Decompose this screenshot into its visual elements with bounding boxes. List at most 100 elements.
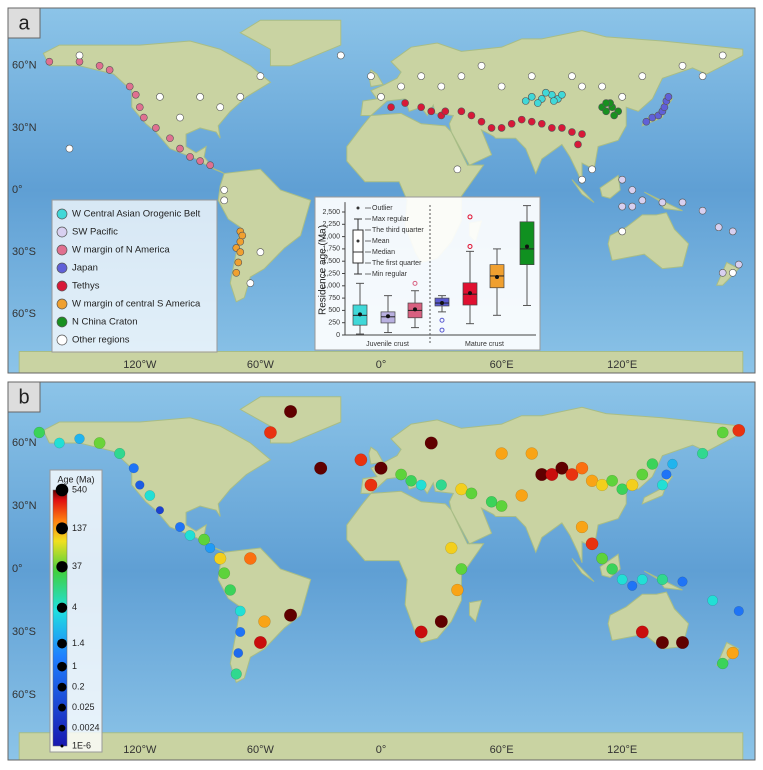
land [18,350,744,373]
y-tick-label: 1,500 [322,258,340,265]
site [236,237,245,246]
site [218,567,231,580]
site [578,175,586,184]
site [135,480,145,490]
colorbar-label: 1E-6 [72,740,91,750]
inset-bg [314,196,541,351]
colorbar-label: 137 [72,523,87,533]
site [658,198,667,207]
lat-label: 60°N [12,437,37,449]
lat-label: 0° [12,563,23,575]
key-outlier [356,206,360,210]
site [455,563,468,575]
site [457,72,466,80]
site [186,153,194,161]
mean [525,244,529,249]
site [598,82,606,91]
mean [386,314,390,319]
panel-label: a [18,12,30,34]
site [233,648,244,658]
site [734,260,743,269]
y-tick-label: 500 [328,307,340,314]
lon-label: 60°W [247,744,275,756]
mean [495,274,499,279]
map-b [8,382,755,760]
site [618,227,627,236]
site [401,99,409,107]
site [367,72,375,80]
site [174,522,185,533]
colorbar-size-key [55,483,69,497]
panel-label-box [7,381,41,413]
site [635,625,649,639]
site [114,447,126,460]
lat-label: 60°S [12,308,36,320]
land [239,396,342,444]
site [495,500,508,512]
site [606,474,619,487]
site [667,458,678,470]
site [616,574,628,585]
land [607,212,690,270]
site [214,552,227,565]
y-tick-label: 2,250 [322,221,340,228]
site [176,144,184,153]
site [387,103,395,111]
colorbar-size-key [60,744,64,748]
colorbar-title: Age (Ma) [57,474,94,484]
outlier [439,327,445,333]
site [718,268,727,277]
site [606,563,618,575]
colorbar-size-key [56,561,68,573]
site [618,202,627,211]
site [555,461,569,475]
site [284,608,298,622]
site [545,468,559,481]
site [657,479,668,491]
site [627,580,638,591]
site [152,124,160,132]
outlier [467,214,473,220]
lon-label: 60°W [247,359,275,371]
legend-swatch [56,298,68,310]
site [258,615,271,628]
site [732,424,746,437]
site [618,93,627,101]
site [716,657,729,670]
legend-swatch [56,244,68,256]
site [602,99,610,107]
site [220,186,229,194]
outlier [412,280,418,286]
key-label: The first quarter [372,260,422,267]
outlier [467,243,473,249]
site [497,124,506,132]
legend-label: Other regions [72,335,130,346]
colorbar-label: 1 [72,661,77,671]
site [565,468,579,481]
lon-label: 120°W [123,359,157,371]
group-label: Mature crust [465,341,504,348]
y-tick-label: 1,000 [322,283,340,290]
site [521,97,530,105]
site [517,115,526,124]
legend-label: Tethys [72,281,100,292]
lon-label: 60°E [490,744,514,756]
site [155,506,164,515]
site [417,103,426,111]
site [527,72,536,80]
site [246,279,255,287]
site [196,157,204,165]
lon-label: 0° [376,359,387,371]
site [585,537,599,551]
site [550,97,558,105]
site [206,161,214,169]
land [18,732,744,760]
site [196,93,204,101]
site [414,625,428,639]
land [571,558,595,583]
legend-swatch [56,208,68,220]
site [230,668,242,680]
site [596,552,608,565]
site [542,88,550,97]
lon-label: 0° [376,744,387,756]
